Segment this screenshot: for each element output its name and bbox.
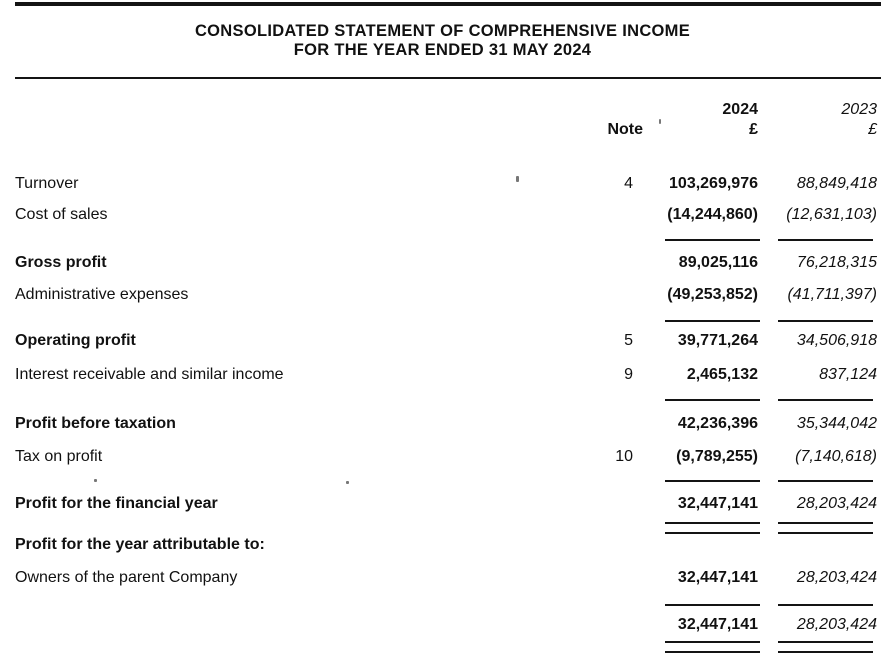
row-value-2024: 32,447,141 bbox=[677, 569, 758, 586]
column-header-2024: 2024 bbox=[722, 101, 758, 118]
row-value-2024: (9,789,255) bbox=[676, 448, 758, 465]
row-label-interest-receivable: Interest receivable and similar income bbox=[15, 366, 284, 383]
row-value-2023: 837,124 bbox=[819, 366, 877, 383]
subtotal-rule-2023 bbox=[778, 604, 873, 606]
row-label-tax-on-profit: Tax on profit bbox=[15, 448, 103, 465]
row-label-profit-before-taxation: Profit before taxation bbox=[15, 415, 176, 432]
subtotal-rule-2023 bbox=[778, 320, 873, 322]
page-title-line2: FOR THE YEAR ENDED 31 MAY 2024 bbox=[293, 41, 592, 59]
column-header-currency-2023: £ bbox=[868, 121, 877, 138]
row-value-2024: 42,236,396 bbox=[677, 415, 758, 432]
row-value-2023: 28,203,424 bbox=[796, 569, 877, 586]
scan-artifact bbox=[659, 119, 661, 124]
subtotal-rule-2024 bbox=[665, 604, 760, 606]
column-header-2023: 2023 bbox=[841, 101, 877, 118]
grand-total-double-rule-2023 bbox=[778, 641, 873, 653]
subtotal-rule-2024 bbox=[665, 480, 760, 482]
page-title-line1: CONSOLIDATED STATEMENT OF COMPREHENSIVE … bbox=[194, 22, 691, 40]
row-label-operating-profit: Operating profit bbox=[15, 332, 136, 349]
row-value-2024: 89,025,116 bbox=[678, 254, 758, 271]
row-value-2023: (12,631,103) bbox=[786, 206, 877, 223]
row-label-owners-of-parent: Owners of the parent Company bbox=[15, 569, 238, 586]
row-label-gross-profit: Gross profit bbox=[15, 254, 107, 271]
row-value-2024: 32,447,141 bbox=[677, 495, 758, 512]
total-double-rule-2024 bbox=[665, 522, 760, 534]
row-value-2023: 34,506,918 bbox=[796, 332, 877, 349]
scan-artifact bbox=[516, 176, 519, 182]
row-value-2023: 76,218,315 bbox=[796, 254, 877, 271]
subtotal-rule-2024 bbox=[665, 399, 760, 401]
column-header-currency-2024: £ bbox=[749, 121, 758, 138]
subtotal-rule-2024 bbox=[665, 320, 760, 322]
subtotal-rule-2023 bbox=[778, 399, 873, 401]
total-double-rule-2023 bbox=[778, 522, 873, 534]
row-label-attributable-heading: Profit for the year attributable to: bbox=[15, 536, 265, 553]
column-header-note: Note bbox=[607, 121, 643, 138]
row-value-2024: (14,244,860) bbox=[667, 206, 758, 223]
row-value-2023: (41,711,397) bbox=[787, 286, 877, 303]
top-divider bbox=[15, 2, 881, 6]
row-value-2023: 35,344,042 bbox=[796, 415, 877, 432]
row-note: 10 bbox=[615, 448, 633, 465]
header-divider bbox=[15, 77, 881, 79]
subtotal-rule-2024 bbox=[665, 239, 760, 241]
row-value-2024: 103,269,976 bbox=[669, 175, 758, 192]
row-value-2023: (7,140,618) bbox=[795, 448, 877, 465]
row-label-turnover: Turnover bbox=[15, 175, 79, 192]
scan-artifact bbox=[94, 479, 97, 482]
subtotal-rule-2023 bbox=[778, 480, 873, 482]
row-label-profit-for-financial-year: Profit for the financial year bbox=[15, 495, 218, 512]
row-note: 4 bbox=[624, 175, 633, 192]
row-value-2023: 28,203,424 bbox=[796, 495, 877, 512]
row-value-2023: 88,849,418 bbox=[796, 175, 877, 192]
subtotal-rule-2023 bbox=[778, 239, 873, 241]
row-note: 9 bbox=[624, 366, 633, 383]
row-value-2023: 28,203,424 bbox=[796, 616, 877, 633]
row-value-2024: 2,465,132 bbox=[686, 366, 758, 383]
row-label-cost-of-sales: Cost of sales bbox=[15, 206, 108, 223]
scan-artifact bbox=[346, 481, 349, 484]
row-label-administrative-expenses: Administrative expenses bbox=[15, 286, 189, 303]
row-value-2024: (49,253,852) bbox=[667, 286, 758, 303]
row-note: 5 bbox=[624, 332, 633, 349]
row-value-2024: 39,771,264 bbox=[677, 332, 758, 349]
grand-total-double-rule-2024 bbox=[665, 641, 760, 653]
row-value-2024: 32,447,141 bbox=[677, 616, 758, 633]
